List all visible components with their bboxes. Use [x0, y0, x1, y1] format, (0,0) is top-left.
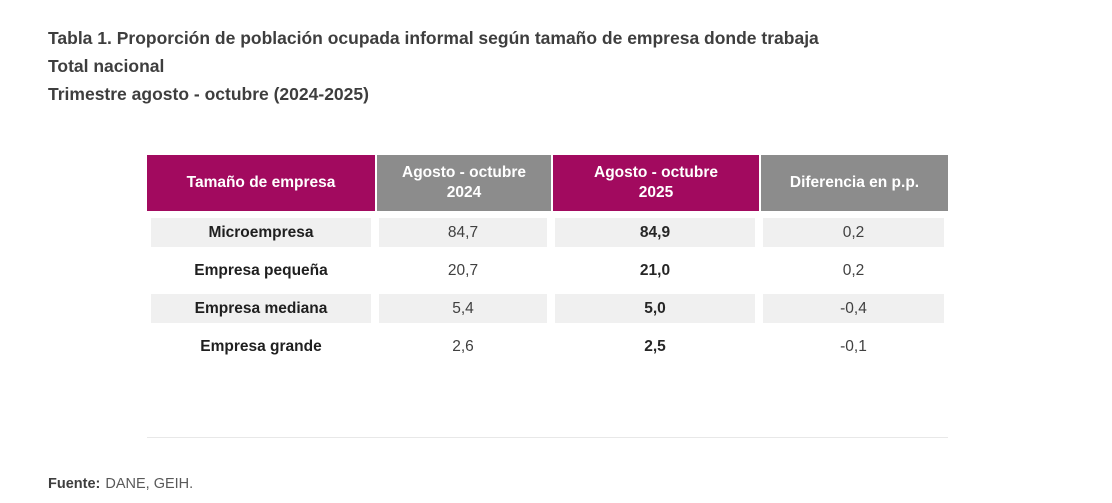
row-label: Empresa grande — [200, 337, 322, 355]
informality-by-company-size-table: Tamaño de empresa Agosto - octubre 2024 … — [147, 155, 948, 370]
table-row-empresa-mediana: Empresa mediana 5,4 5,0 -0,4 — [147, 294, 948, 332]
value-2025: 21,0 — [639, 261, 671, 279]
value-diff: 0,2 — [759, 218, 948, 256]
row-label: Empresa pequeña — [194, 261, 328, 279]
header-row: Tamaño de empresa Agosto - octubre 2024 … — [147, 155, 948, 218]
row-label: Microempresa — [147, 218, 375, 256]
col-header-aug-oct-2025: Agosto - octubre 2025 — [551, 155, 759, 218]
value-2024: 20,7 — [447, 261, 479, 279]
value-2025: 2,5 — [644, 337, 666, 355]
col-header-difference-pp: Diferencia en p.p. — [759, 155, 948, 218]
table-row-microempresa: Microempresa 84,7 84,9 0,2 — [147, 218, 948, 256]
col-header-aug-oct-2024-label: Agosto - octubre 2024 — [402, 164, 526, 201]
value-2024: 84,7 — [375, 218, 551, 256]
value-diff: 0,2 — [842, 261, 865, 279]
table-subtitle-coverage: Total nacional — [48, 56, 165, 76]
col-header-aug-oct-2025-label: Agosto - octubre 2025 — [594, 164, 718, 201]
table-title: Tabla 1. Proporción de población ocupada… — [48, 28, 819, 48]
value-2024: 2,6 — [452, 337, 474, 355]
col-header-difference-pp-label: Diferencia en p.p. — [789, 174, 920, 191]
table-title-block: Tabla 1. Proporción de población ocupada… — [48, 24, 819, 108]
value-2025: 84,9 — [551, 218, 759, 256]
table-row-empresa-pequena: Empresa pequeña 20,7 21,0 0,2 — [147, 256, 948, 294]
source-label: Fuente: — [48, 476, 101, 492]
table-subtitle-period: Trimestre agosto - octubre (2024-2025) — [48, 84, 369, 104]
source-text: DANE, GEIH. — [105, 476, 194, 492]
col-header-aug-oct-2024: Agosto - octubre 2024 — [375, 155, 551, 218]
row-label: Empresa mediana — [147, 294, 375, 332]
source-note: Fuente: DANE, GEIH. — [48, 476, 193, 492]
col-header-company-size: Tamaño de empresa — [147, 155, 375, 218]
table-bottom-rule — [147, 437, 948, 438]
value-2024: 5,4 — [375, 294, 551, 332]
table-row-empresa-grande: Empresa grande 2,6 2,5 -0,1 — [147, 332, 948, 370]
value-2025: 5,0 — [551, 294, 759, 332]
value-diff: -0,4 — [759, 294, 948, 332]
value-diff: -0,1 — [840, 337, 867, 355]
col-header-company-size-label: Tamaño de empresa — [186, 174, 336, 191]
